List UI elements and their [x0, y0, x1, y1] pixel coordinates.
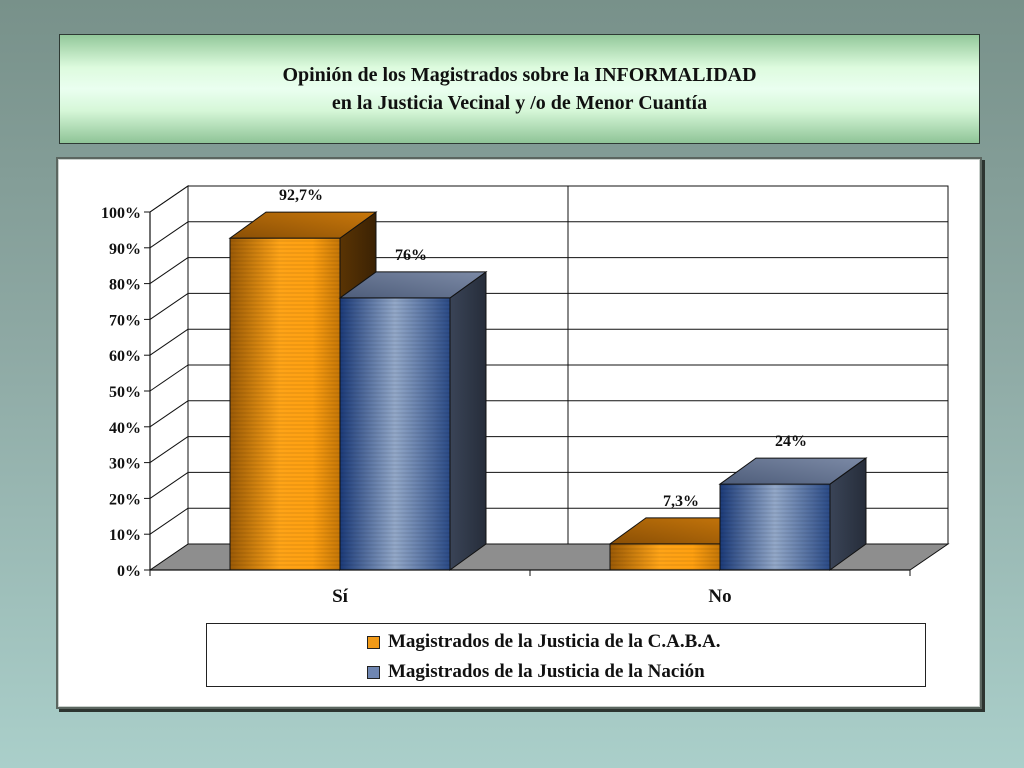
x-category-label: Sí: [332, 586, 349, 607]
gridline-side: [149, 400, 189, 428]
y-tick-label: 60%: [109, 348, 141, 365]
legend-item-caba: Magistrados de la Justicia de la C.A.B.A…: [367, 627, 925, 657]
legend-item-nacion: Magistrados de la Justicia de la Nación: [367, 657, 925, 687]
bar-top: [228, 211, 378, 239]
chart-title-line-2: en la Justicia Vecinal y /o de Menor Cua…: [331, 92, 708, 114]
bar-top: [718, 457, 868, 485]
bar-nacion-no: [718, 457, 868, 571]
gridline-side: [149, 185, 189, 213]
y-tick-label: 80%: [109, 277, 141, 294]
legend-swatch-nacion: [367, 665, 380, 679]
bar-side: [449, 270, 487, 571]
y-tick-label: 10%: [109, 527, 141, 544]
y-tick-label: 0%: [117, 563, 141, 580]
legend-label-caba: Magistrados de la Justicia de la C.A.B.A…: [388, 631, 721, 652]
bars: [228, 211, 868, 571]
gridline-side: [149, 364, 189, 392]
x-category-label: No: [708, 586, 731, 607]
bar-texture: [230, 238, 340, 570]
gridline-side: [149, 436, 189, 464]
gridline-side: [149, 292, 189, 320]
y-tick-label: 90%: [109, 241, 141, 258]
gridline-side: [149, 257, 189, 285]
x-axis: Sí No: [149, 569, 911, 607]
y-axis: 0% 10% 20% 30% 40% 50% 60% 70% 80% 90% 100%: [101, 205, 151, 580]
y-tick-label: 20%: [109, 491, 141, 508]
bar-nacion-si: [338, 270, 488, 571]
bar-texture: [720, 484, 830, 570]
y-tick-label: 70%: [109, 312, 141, 329]
y-tick-label: 30%: [109, 456, 141, 473]
chart-title-line-1: Opinión de los Magistrados sobre la INFO…: [282, 64, 757, 86]
gridline-side: [149, 507, 189, 535]
data-label: 24%: [775, 433, 807, 450]
legend-swatch-caba: [367, 635, 380, 649]
bar-top: [338, 271, 488, 299]
y-tick-label: 50%: [109, 384, 141, 401]
gridline-side: [149, 328, 189, 356]
data-labels: 92,7% 76% 7,3% 24%: [279, 187, 807, 510]
gridline-side: [149, 221, 189, 249]
data-label: 92,7%: [279, 187, 323, 204]
data-label: 76%: [395, 247, 427, 264]
data-label: 7,3%: [663, 493, 699, 510]
legend: Magistrados de la Justicia de la C.A.B.A…: [206, 623, 926, 687]
bar-texture: [610, 543, 720, 570]
title-box: Opinión de los Magistrados sobre la INFO…: [59, 34, 980, 144]
gridline-side: [149, 471, 189, 499]
y-tick-label: 40%: [109, 420, 141, 437]
y-tick-label: 100%: [101, 205, 141, 222]
legend-label-nacion: Magistrados de la Justicia de la Nación: [388, 661, 705, 682]
bar-texture: [340, 297, 450, 570]
